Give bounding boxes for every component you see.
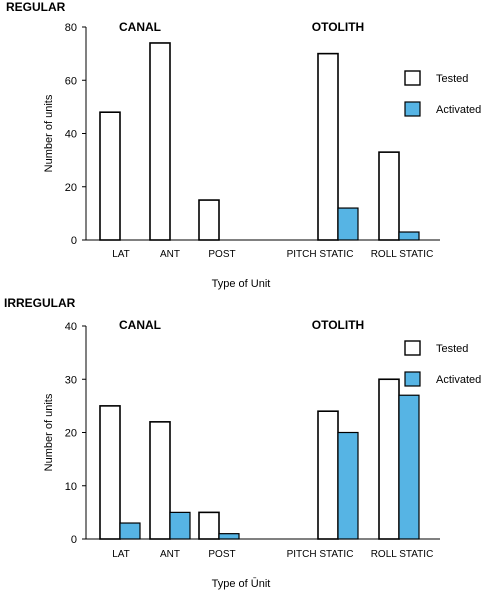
bar-tested bbox=[99, 111, 121, 241]
x-category-label: LAT bbox=[112, 249, 130, 260]
x-axis-title: Type of Ūnit bbox=[212, 578, 271, 590]
group-label: CANAL bbox=[119, 318, 161, 332]
group-label: OTOLITH bbox=[312, 20, 364, 34]
legend: Tested Activated bbox=[404, 70, 481, 117]
bar-tested bbox=[198, 511, 220, 540]
bar-activated bbox=[218, 533, 240, 540]
y-tick-label: 10 bbox=[65, 481, 77, 493]
bar-tested bbox=[99, 405, 121, 540]
x-category-label: POST bbox=[208, 249, 235, 260]
y-tick-label: 40 bbox=[65, 129, 77, 141]
legend-swatch-tested bbox=[404, 340, 421, 356]
y-axis-title: Number of units bbox=[43, 393, 55, 471]
x-category-label: POST bbox=[208, 549, 235, 560]
y-tick-label: 20 bbox=[65, 182, 77, 194]
group-label: CANAL bbox=[119, 20, 161, 34]
bar-activated bbox=[398, 394, 420, 540]
group-label: OTOLITH bbox=[312, 318, 364, 332]
legend-swatch-activated bbox=[404, 371, 421, 387]
x-category-label: LAT bbox=[112, 549, 130, 560]
chart-panel-regular: REGULAR CANAL OTOLITH 0 20 40 60 80 Number of un… bbox=[6, 0, 481, 290]
x-category-label: PITCH STATIC bbox=[287, 549, 354, 560]
y-tick-label: 20 bbox=[65, 428, 77, 440]
bar-activated bbox=[169, 511, 191, 540]
y-tick-label: 60 bbox=[65, 75, 77, 87]
chart-panel-irregular: IRREGULAR CANAL OTOLITH 0 10 20 30 40 Number of … bbox=[4, 296, 481, 590]
legend-label-activated: Activated bbox=[436, 104, 481, 116]
bar-activated bbox=[337, 207, 359, 241]
bar-tested bbox=[198, 199, 220, 241]
bar-tested bbox=[317, 52, 339, 241]
bar-tested bbox=[378, 151, 400, 241]
x-category-label: ANT bbox=[160, 549, 180, 560]
bar-tested bbox=[317, 410, 339, 540]
y-tick-label: 40 bbox=[65, 321, 77, 333]
bar-tested bbox=[378, 378, 400, 540]
legend-label-tested: Tested bbox=[436, 343, 468, 355]
legend-swatch-activated bbox=[404, 101, 421, 117]
bar-activated bbox=[119, 522, 141, 540]
legend-label-tested: Tested bbox=[436, 73, 468, 85]
y-tick-label: 0 bbox=[71, 534, 77, 546]
y-tick-label: 80 bbox=[65, 22, 77, 34]
bar-activated bbox=[398, 231, 420, 241]
panel-title: IRREGULAR bbox=[4, 296, 76, 310]
legend-swatch-tested bbox=[404, 70, 421, 86]
panel-title: REGULAR bbox=[6, 0, 66, 14]
y-axis-title: Number of units bbox=[43, 94, 55, 172]
x-category-label: ROLL STATIC bbox=[371, 249, 434, 260]
x-category-label: ANT bbox=[160, 249, 180, 260]
legend-label-activated: Activated bbox=[436, 374, 481, 386]
bar-tested bbox=[149, 42, 171, 241]
y-tick-label: 30 bbox=[65, 374, 77, 386]
bar-activated bbox=[337, 431, 359, 540]
x-category-label: ROLL STATIC bbox=[371, 549, 434, 560]
bar-tested bbox=[149, 421, 171, 540]
x-axis-title: Type of Unit bbox=[212, 278, 271, 290]
legend: Tested Activated bbox=[404, 340, 481, 387]
y-tick-label: 0 bbox=[71, 235, 77, 247]
x-category-label: PITCH STATIC bbox=[287, 249, 354, 260]
